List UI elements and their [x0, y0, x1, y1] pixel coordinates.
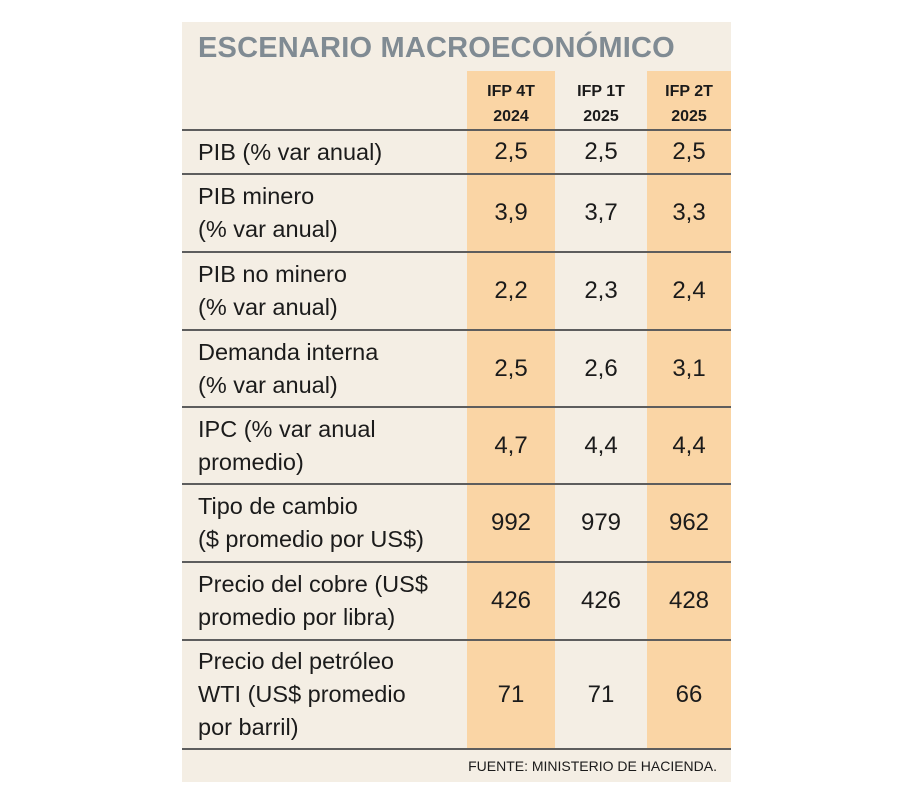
value-cell: 3,7	[584, 199, 618, 226]
value-cell: 979	[580, 509, 622, 536]
column-header-ifp-2t-2025: IFP 2T 2025	[647, 79, 731, 129]
row-label-line: PIB no minero	[198, 261, 347, 287]
value-cell: 428	[668, 587, 710, 614]
value-cell: 71	[587, 680, 615, 708]
column-header-line: IFP 4T	[487, 83, 535, 100]
highlight-column-ifp-2t-2025	[647, 71, 731, 748]
row-label-line: Precio del petróleo	[198, 648, 394, 674]
value-cell: 3,3	[672, 199, 706, 226]
row-label-demanda-interna: Demanda interna (% var anual)	[198, 331, 463, 406]
row-label-line: Tipo de cambio	[198, 493, 358, 519]
row-rule	[182, 639, 731, 641]
value-cell: 426	[580, 587, 622, 614]
value-cell: 426	[490, 587, 532, 614]
value-cell: 2,5	[494, 354, 528, 382]
row-label-line: (% var anual)	[198, 371, 338, 398]
value-cell: 2,5	[494, 138, 528, 165]
value-cell: 992	[490, 509, 532, 536]
row-label-precio-del-petroleo: Precio del petróleo WTI (US$ promedio po…	[198, 641, 463, 748]
row-label-line: Precio del cobre (US$	[198, 571, 428, 597]
row-rule	[182, 483, 731, 485]
value-cell: 71	[497, 680, 525, 708]
table-panel: ESCENARIO MACROECONÓMICO IFP 4T 2024 IFP…	[182, 22, 731, 782]
value-cell: 3,9	[494, 199, 528, 226]
value-cell: 2,5	[584, 138, 618, 165]
bottom-rule	[182, 748, 731, 750]
value-cell: 2,6	[584, 354, 618, 382]
value-cell: 3,1	[672, 354, 706, 382]
row-label-pib-minero: PIB minero (% var anual)	[198, 175, 463, 251]
row-label-ipc: IPC (% var anual promedio)	[198, 408, 463, 483]
value-cell: 2,5	[672, 138, 706, 165]
row-rule	[182, 329, 731, 331]
row-rule	[182, 406, 731, 408]
value-cell: 4,4	[672, 431, 706, 459]
row-label-line: WTI (US$ promedio	[198, 681, 406, 707]
source-note: FUENTE: MINISTERIO DE HACIENDA.	[468, 758, 717, 774]
row-rule	[182, 561, 731, 563]
column-header-line: IFP 1T	[577, 83, 625, 100]
column-header-ifp-1t-2025: IFP 1T 2025	[555, 79, 647, 129]
value-cell: 2,3	[584, 277, 618, 304]
column-header-line: 2025	[671, 108, 707, 125]
column-header-line: 2024	[493, 108, 529, 125]
value-cell: 66	[675, 680, 703, 708]
table-title: ESCENARIO MACROECONÓMICO	[198, 32, 675, 64]
row-label-line: PIB (% var anual)	[198, 138, 383, 165]
value-cell: 4,7	[494, 431, 528, 459]
row-label-line: Demanda interna	[198, 338, 379, 365]
column-header-ifp-4t-2024: IFP 4T 2024	[467, 79, 555, 129]
row-label-line: IPC (% var anual	[198, 415, 376, 442]
row-label-tipo-de-cambio: Tipo de cambio ($ promedio por US$)	[198, 485, 463, 561]
row-label-line: promedio por libra)	[198, 604, 396, 630]
column-header-line: IFP 2T	[665, 83, 713, 100]
column-header-line: 2025	[583, 108, 619, 125]
value-cell: 4,4	[584, 431, 618, 459]
row-label-precio-del-cobre: Precio del cobre (US$ promedio por libra…	[198, 563, 463, 639]
row-label-line: por barril)	[198, 714, 299, 740]
row-label-pib: PIB (% var anual)	[198, 131, 463, 173]
value-cell: 962	[668, 509, 710, 536]
row-label-pib-no-minero: PIB no minero (% var anual)	[198, 253, 463, 329]
row-rule	[182, 173, 731, 175]
row-label-line: promedio)	[198, 448, 304, 475]
row-label-line: ($ promedio por US$)	[198, 526, 424, 552]
value-cell: 2,2	[494, 277, 528, 304]
row-label-line: PIB minero	[198, 183, 315, 209]
header-rule	[182, 129, 731, 131]
row-label-line: (% var anual)	[198, 216, 338, 242]
row-label-line: (% var anual)	[198, 294, 338, 320]
highlight-column-ifp-4t-2024	[467, 71, 555, 748]
row-rule	[182, 251, 731, 253]
value-cell: 2,4	[672, 277, 706, 304]
